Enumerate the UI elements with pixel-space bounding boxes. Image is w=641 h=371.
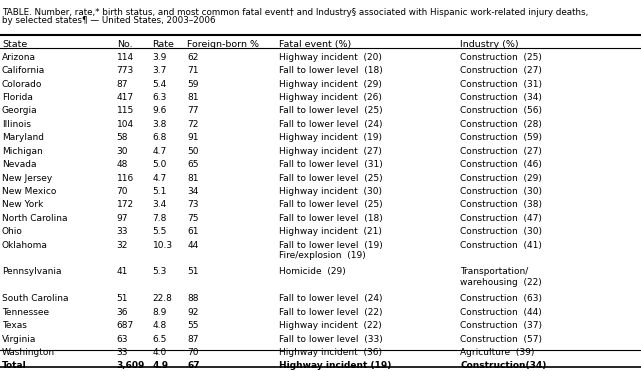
Text: 5.1: 5.1 (153, 187, 167, 196)
Text: Highway incident  (20): Highway incident (20) (279, 53, 381, 62)
Text: 6.8: 6.8 (153, 133, 167, 142)
Text: Highway incident  (19): Highway incident (19) (279, 133, 382, 142)
Text: 61: 61 (187, 227, 199, 236)
Text: 48: 48 (117, 160, 128, 169)
Text: 3.8: 3.8 (153, 120, 167, 129)
Text: Fall to lower level  (31): Fall to lower level (31) (279, 160, 383, 169)
Text: Maryland: Maryland (2, 133, 44, 142)
Text: Highway incident  (30): Highway incident (30) (279, 187, 382, 196)
Text: 114: 114 (117, 53, 134, 62)
Text: 70: 70 (117, 187, 128, 196)
Text: 63: 63 (117, 335, 128, 344)
Text: 5.4: 5.4 (153, 79, 167, 89)
Text: Texas: Texas (2, 321, 27, 330)
Text: Total: Total (2, 361, 27, 370)
Text: New York: New York (2, 200, 43, 209)
Text: 36: 36 (117, 308, 128, 317)
Text: Virginia: Virginia (2, 335, 37, 344)
Text: 687: 687 (117, 321, 134, 330)
Text: 104: 104 (117, 120, 134, 129)
Text: TABLE. Number, rate,* birth status, and most common fatal event† and Industry§ a: TABLE. Number, rate,* birth status, and … (2, 8, 588, 17)
Text: Construction  (63): Construction (63) (460, 294, 542, 303)
Text: 44: 44 (187, 241, 199, 250)
Text: Illinois: Illinois (2, 120, 31, 129)
Text: 73: 73 (187, 200, 199, 209)
Text: 88: 88 (187, 294, 199, 303)
Text: Construction  (27): Construction (27) (460, 66, 542, 75)
Text: 3.9: 3.9 (153, 53, 167, 62)
Text: Highway incident  (21): Highway incident (21) (279, 227, 381, 236)
Text: by selected states¶ — United States, 2003–2006: by selected states¶ — United States, 200… (2, 16, 215, 24)
Text: Construction  (34): Construction (34) (460, 93, 542, 102)
Text: Agriculture  (39): Agriculture (39) (460, 348, 535, 357)
Text: South Carolina: South Carolina (2, 294, 69, 303)
Text: 22.8: 22.8 (153, 294, 172, 303)
Text: 34: 34 (187, 187, 199, 196)
Text: Construction  (27): Construction (27) (460, 147, 542, 156)
Text: Construction  (37): Construction (37) (460, 321, 542, 330)
Text: Oklahoma: Oklahoma (2, 241, 48, 250)
Text: 4.7: 4.7 (153, 174, 167, 183)
Text: 417: 417 (117, 93, 134, 102)
Text: 70: 70 (187, 348, 199, 357)
Text: Colorado: Colorado (2, 79, 42, 89)
Text: 92: 92 (187, 308, 199, 317)
Text: 55: 55 (187, 321, 199, 330)
Text: Construction  (56): Construction (56) (460, 106, 542, 115)
Text: 8.9: 8.9 (153, 308, 167, 317)
Text: Construction  (38): Construction (38) (460, 200, 542, 209)
Text: Georgia: Georgia (2, 106, 38, 115)
Text: 50: 50 (187, 147, 199, 156)
Text: Fall to lower level  (25): Fall to lower level (25) (279, 174, 383, 183)
Text: Transportation/
warehousing  (22): Transportation/ warehousing (22) (460, 267, 542, 287)
Text: Fatal event (%): Fatal event (%) (279, 40, 351, 49)
Text: Construction  (31): Construction (31) (460, 79, 542, 89)
Text: Rate: Rate (153, 40, 174, 49)
Text: 65: 65 (187, 160, 199, 169)
Text: 71: 71 (187, 66, 199, 75)
Text: 7.8: 7.8 (153, 214, 167, 223)
Text: 115: 115 (117, 106, 134, 115)
Text: Fall to lower level  (33): Fall to lower level (33) (279, 335, 383, 344)
Text: Highway incident  (29): Highway incident (29) (279, 79, 381, 89)
Text: Ohio: Ohio (2, 227, 23, 236)
Text: 4.8: 4.8 (153, 321, 167, 330)
Text: Tennessee: Tennessee (2, 308, 49, 317)
Text: North Carolina: North Carolina (2, 214, 67, 223)
Text: 77: 77 (187, 106, 199, 115)
Text: Fall to lower level  (24): Fall to lower level (24) (279, 120, 382, 129)
Text: Construction  (59): Construction (59) (460, 133, 542, 142)
Text: Construction  (29): Construction (29) (460, 174, 542, 183)
Text: 5.0: 5.0 (153, 160, 167, 169)
Text: Fall to lower level  (19)
Fire/explosion  (19): Fall to lower level (19) Fire/explosion … (279, 241, 383, 260)
Text: Construction  (41): Construction (41) (460, 241, 542, 250)
Text: 51: 51 (187, 267, 199, 276)
Text: Fall to lower level  (18): Fall to lower level (18) (279, 214, 383, 223)
Text: 59: 59 (187, 79, 199, 89)
Text: 4.9: 4.9 (153, 361, 169, 370)
Text: Construction(34): Construction(34) (460, 361, 547, 370)
Text: Arizona: Arizona (2, 53, 36, 62)
Text: Highway incident (19): Highway incident (19) (279, 361, 391, 370)
Text: 3,609: 3,609 (117, 361, 145, 370)
Text: New Mexico: New Mexico (2, 187, 56, 196)
Text: 773: 773 (117, 66, 134, 75)
Text: 9.6: 9.6 (153, 106, 167, 115)
Text: Construction  (47): Construction (47) (460, 214, 542, 223)
Text: Construction  (28): Construction (28) (460, 120, 542, 129)
Text: Construction  (30): Construction (30) (460, 227, 542, 236)
Text: 41: 41 (117, 267, 128, 276)
Text: Michigan: Michigan (2, 147, 43, 156)
Text: Homicide  (29): Homicide (29) (279, 267, 345, 276)
Text: Fall to lower level  (25): Fall to lower level (25) (279, 106, 383, 115)
Text: Florida: Florida (2, 93, 33, 102)
Text: 33: 33 (117, 348, 128, 357)
Text: Construction  (25): Construction (25) (460, 53, 542, 62)
Text: Construction  (46): Construction (46) (460, 160, 542, 169)
Text: 72: 72 (187, 120, 199, 129)
Text: No.: No. (117, 40, 132, 49)
Text: Fall to lower level  (18): Fall to lower level (18) (279, 66, 383, 75)
Text: Washington: Washington (2, 348, 55, 357)
Text: Fall to lower level  (24): Fall to lower level (24) (279, 294, 382, 303)
Text: 32: 32 (117, 241, 128, 250)
